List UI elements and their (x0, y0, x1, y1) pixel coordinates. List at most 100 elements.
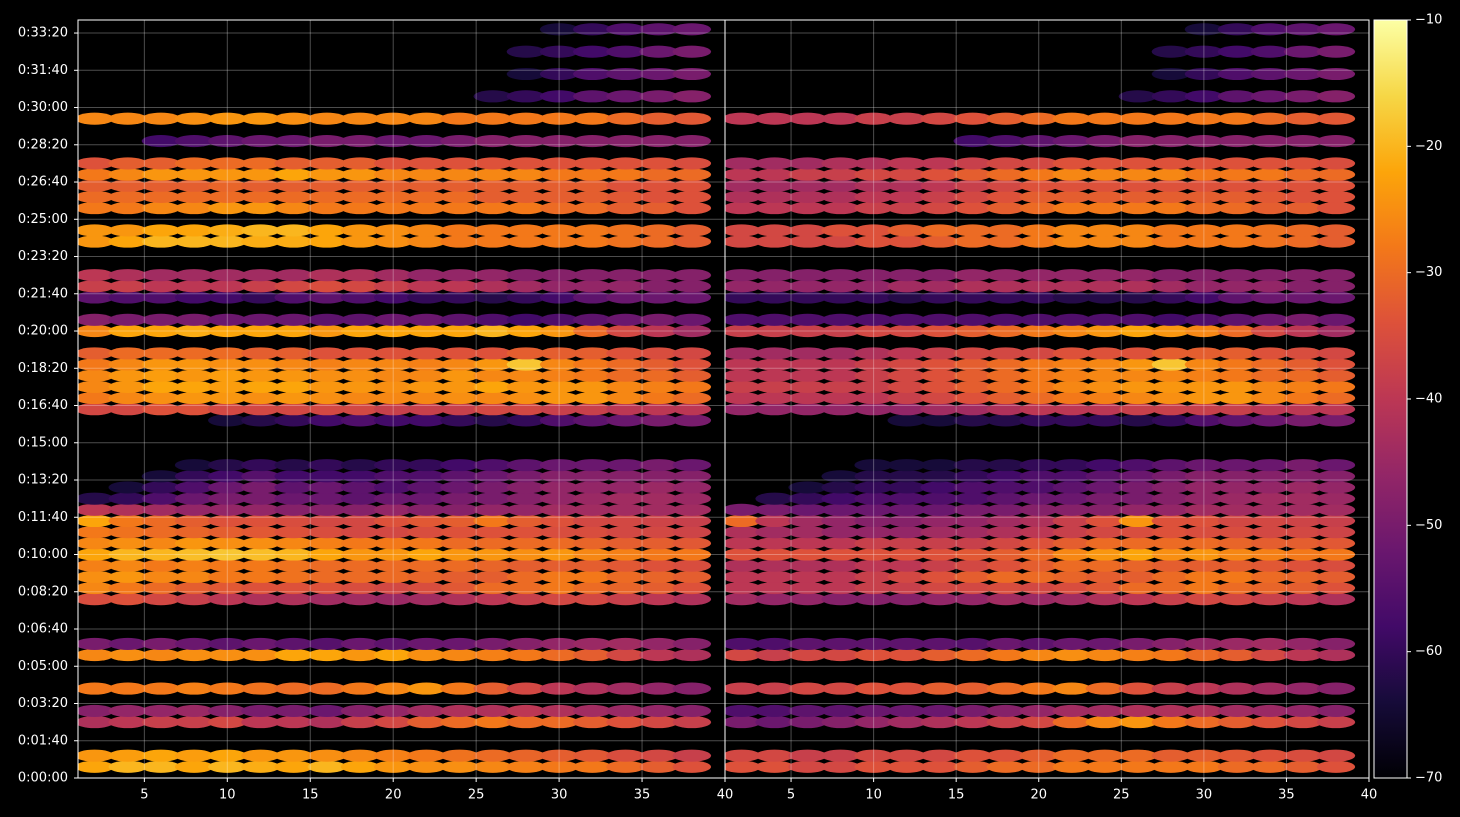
heat-cell (573, 581, 612, 595)
heat-cell (1283, 23, 1323, 36)
heat-cell (208, 280, 247, 293)
heat-cell (241, 716, 280, 729)
heat-cell (307, 324, 347, 338)
heat-cell (274, 749, 313, 762)
heat-cell (340, 347, 380, 360)
heat-cell (407, 179, 446, 192)
heat-cell (208, 749, 247, 762)
heat-cell (1217, 135, 1257, 148)
heat-cell (986, 190, 1025, 203)
heat-cell (788, 649, 827, 662)
heat-cell (78, 704, 114, 718)
heat-cell (1184, 403, 1224, 416)
heat-cell (854, 190, 893, 203)
heat-cell (672, 313, 712, 326)
heat-cell (672, 749, 712, 762)
heat-cell (539, 235, 579, 248)
heat-cell (953, 168, 992, 181)
heat-cell (1184, 559, 1224, 572)
heat-cell (1151, 168, 1191, 181)
heat-cell (986, 704, 1025, 718)
y-tick-label: 0:30:00 (18, 100, 68, 115)
heat-cell (78, 593, 114, 606)
heat-cell (821, 570, 860, 583)
heat-cell (340, 716, 380, 729)
x-tick-label: 10 (865, 788, 882, 803)
heat-cell (725, 559, 761, 572)
heat-cell (407, 280, 446, 293)
heat-cell (1184, 581, 1224, 595)
heat-cell (1052, 503, 1091, 516)
heat-cell (854, 235, 893, 248)
heat-cell (1118, 459, 1157, 472)
heat-cell (539, 179, 579, 192)
heat-cell (725, 704, 761, 718)
heat-cell (725, 112, 761, 125)
x-tick-label: 35 (1278, 788, 1295, 803)
heat-cell (953, 380, 992, 393)
heat-cell (887, 492, 926, 505)
heat-cell (108, 559, 148, 572)
heat-cell (1118, 559, 1157, 572)
heat-cell (639, 313, 678, 326)
heat-cell (1316, 760, 1356, 773)
heat-cell (1118, 112, 1157, 125)
heat-cell (788, 347, 827, 360)
heat-cell (672, 157, 712, 170)
heat-cell (573, 716, 612, 729)
heat-cell (854, 526, 893, 539)
heat-cell (606, 637, 645, 650)
heat-cell (821, 168, 860, 181)
heat-cell (573, 481, 612, 494)
heat-cell (639, 90, 678, 103)
heat-cell (141, 324, 181, 338)
heat-cell (953, 224, 992, 237)
heat-cell (307, 280, 347, 293)
heat-cell (1250, 481, 1290, 494)
heat-cell (208, 347, 247, 360)
heat-cell (1019, 358, 1058, 371)
heat-cell (1250, 347, 1290, 360)
heat-cell (1184, 224, 1224, 237)
heat-cell (108, 403, 148, 416)
heat-cell (606, 537, 645, 550)
heat-cell (340, 179, 380, 192)
heat-cell (473, 749, 512, 762)
heat-cell (672, 135, 712, 148)
heat-cell (274, 682, 313, 695)
heat-cell (1283, 682, 1323, 695)
heat-cell (854, 403, 893, 416)
heat-cell (573, 526, 612, 539)
heat-cell (1184, 760, 1224, 773)
heat-cell (506, 380, 546, 393)
heat-cell (108, 235, 148, 248)
heat-cell (108, 202, 148, 215)
heat-cell (1151, 704, 1191, 718)
x-tick-label: 30 (551, 788, 568, 803)
heat-cell (473, 313, 512, 326)
heat-cell (672, 526, 712, 539)
heat-cell (1019, 716, 1058, 729)
heat-cell (725, 637, 761, 650)
heat-cell (953, 157, 992, 170)
heat-cell (1316, 347, 1356, 360)
heat-cell (108, 168, 148, 181)
heat-cell (1316, 269, 1356, 282)
heat-cell (407, 682, 446, 695)
heat-cell (506, 67, 546, 81)
heat-cell (274, 269, 313, 282)
heat-cell (1250, 67, 1290, 81)
heat-cell (440, 380, 479, 393)
heat-cell (725, 369, 761, 382)
heat-cell (854, 481, 893, 494)
heat-cell (407, 347, 446, 360)
heat-cell (1085, 269, 1124, 282)
heat-cell (1118, 135, 1157, 148)
heat-cell (1052, 358, 1091, 371)
heat-cell (1184, 503, 1224, 516)
heat-cell (141, 135, 181, 148)
heat-cell (340, 559, 380, 572)
heat-cell (920, 291, 959, 304)
heat-cell (821, 380, 860, 393)
